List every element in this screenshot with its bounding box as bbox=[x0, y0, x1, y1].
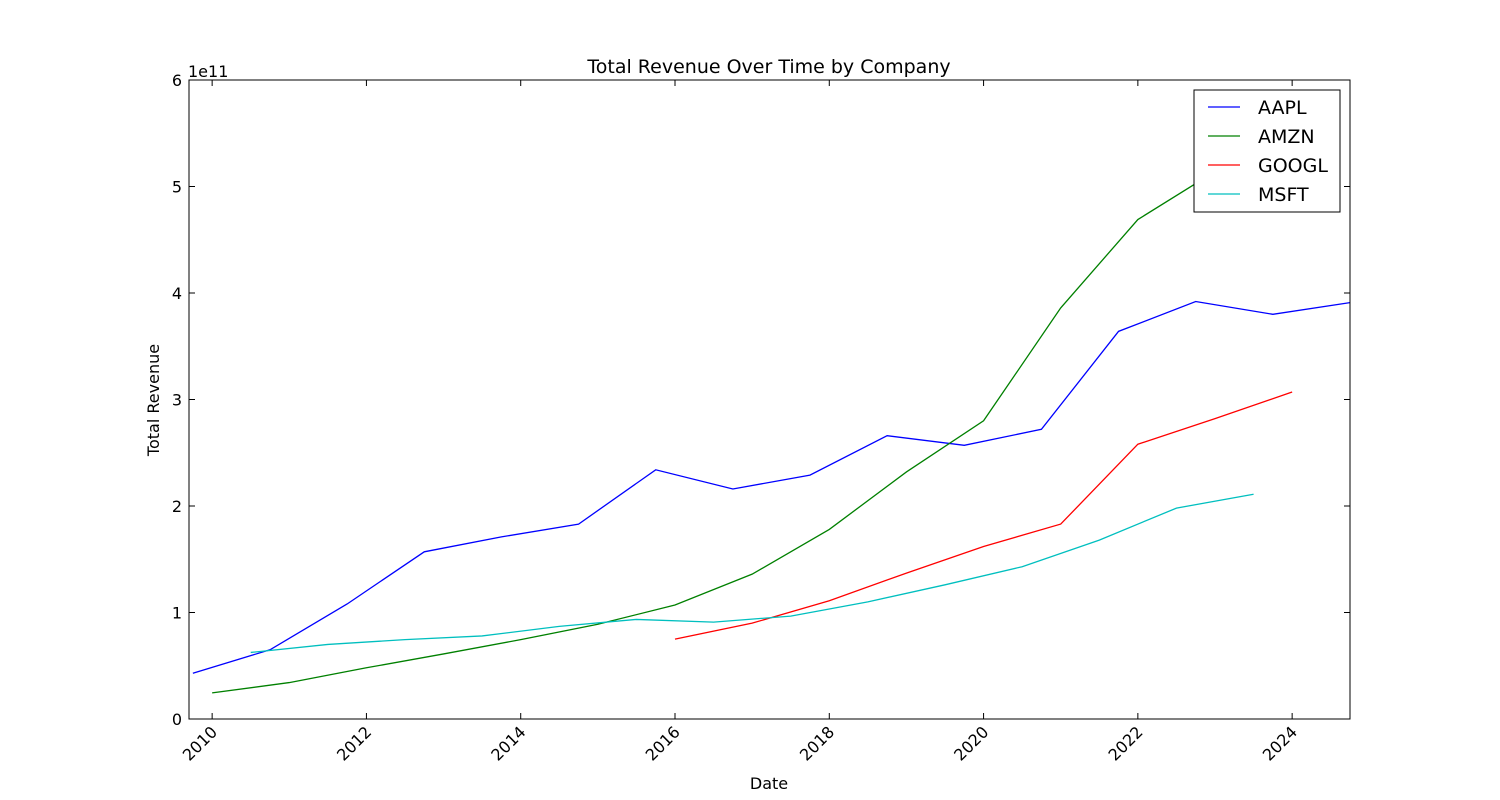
y-tick-label: 3 bbox=[172, 391, 182, 410]
series-line-msft bbox=[250, 493, 1254, 654]
legend-label-aapl: AAPL bbox=[1258, 97, 1307, 119]
plot-area-frame bbox=[188, 79, 1351, 720]
x-tick-label: 2022 bbox=[1104, 722, 1146, 764]
legend-label-googl: GOOGL bbox=[1258, 155, 1328, 177]
x-tick-label: 2018 bbox=[796, 722, 838, 764]
x-axis-label: Date bbox=[750, 774, 788, 793]
series-line-aapl bbox=[192, 300, 1350, 674]
legend-label-amzn: AMZN bbox=[1258, 126, 1315, 148]
y-tick-label: 1 bbox=[172, 604, 182, 623]
x-tick-label: 2010 bbox=[179, 722, 221, 764]
legend: AAPL AMZN GOOGL MSFT bbox=[1193, 89, 1341, 213]
x-tick-label: 2014 bbox=[487, 722, 529, 764]
series-line-googl bbox=[674, 391, 1293, 640]
x-axis-ticks: 2010 2012 2014 2016 2018 2020 2022 2024 bbox=[179, 80, 1301, 765]
y-axis-offset-label: 1e11 bbox=[188, 62, 228, 81]
x-tick-label: 2016 bbox=[642, 722, 684, 764]
y-tick-label: 0 bbox=[172, 710, 182, 729]
y-axis-ticks: 0 1 2 3 4 5 6 bbox=[172, 71, 1350, 729]
y-tick-label: 2 bbox=[172, 497, 182, 516]
y-tick-label: 5 bbox=[172, 178, 182, 197]
x-tick-label: 2012 bbox=[333, 722, 375, 764]
y-tick-label: 4 bbox=[172, 284, 182, 303]
x-tick-label: 2020 bbox=[950, 722, 992, 764]
y-axis-label: Total Revenue bbox=[144, 344, 163, 457]
y-tick-label: 6 bbox=[172, 71, 182, 90]
chart-title: Total Revenue Over Time by Company bbox=[586, 56, 950, 78]
legend-box bbox=[1193, 89, 1341, 213]
series-line-amzn bbox=[212, 106, 1293, 694]
series-lines bbox=[192, 106, 1350, 694]
legend-label-msft: MSFT bbox=[1258, 184, 1309, 206]
x-tick-label: 2024 bbox=[1259, 722, 1301, 764]
